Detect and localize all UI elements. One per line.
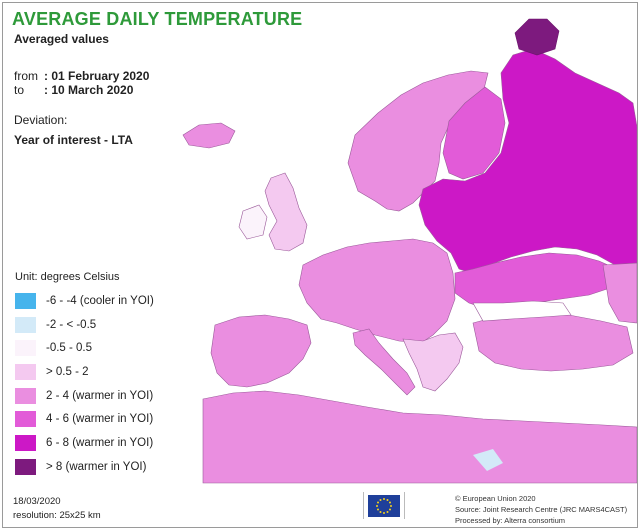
footer-source: Source: Joint Research Centre (JRC MARS4… (455, 505, 628, 514)
footer-copyright: © European Union 2020 (455, 494, 536, 503)
black-sea (472, 300, 572, 322)
ireland-region (238, 204, 268, 240)
from-value: : 01 February 2020 (44, 69, 150, 83)
legend-label: -6 - -4 (cooler in YOI) (46, 294, 154, 307)
western-europe-region (298, 238, 456, 344)
legend-item: 4 - 6 (warmer in YOI) (9, 407, 184, 431)
legend-label: 6 - 8 (warmer in YOI) (46, 436, 154, 449)
finland-region (442, 86, 506, 180)
footer-processed: Processed by: Alterra consortium (455, 516, 566, 525)
map-subtitle: Averaged values (14, 32, 109, 46)
legend-swatch (15, 458, 36, 475)
to-label: to (14, 83, 25, 97)
north-africa-region (202, 390, 637, 484)
legend-swatch (15, 434, 36, 451)
legend-swatch (15, 387, 36, 404)
period-from: from : 01 February 2020 (14, 69, 149, 83)
balkans-region (402, 332, 464, 392)
iceland-region (182, 122, 236, 149)
legend-item: > 8 (warmer in YOI) (9, 455, 184, 479)
footer-meta: 18/03/2020 resolution: 25x25 km (13, 495, 101, 523)
legend-label: 4 - 6 (warmer in YOI) (46, 413, 154, 426)
footer-resolution: resolution: 25x25 km (13, 510, 101, 521)
footer-date: 18/03/2020 (13, 496, 61, 507)
iberia-region (210, 314, 312, 388)
great-britain-region (264, 172, 308, 252)
legend-label: > 0.5 - 2 (46, 365, 89, 378)
legend-label: > 8 (warmer in YOI) (46, 460, 147, 473)
legend-item: 2 - 4 (warmer in YOI) (9, 384, 184, 408)
to-value: : 10 March 2020 (44, 83, 134, 97)
legend-item: 6 - 8 (warmer in YOI) (9, 431, 184, 455)
deviation-value: Year of interest - LTA (14, 133, 133, 147)
temperature-deviation-map (182, 18, 637, 484)
period-to: to : 10 March 2020 (14, 83, 133, 97)
legend-item: -6 - -4 (cooler in YOI) (9, 289, 184, 313)
legend-swatch (15, 292, 36, 309)
cool-patch (473, 449, 503, 471)
legend-item: -2 - < -0.5 (9, 313, 184, 337)
legend-label: -2 - < -0.5 (46, 318, 97, 331)
eastern-europe-russia-region (418, 48, 637, 274)
legend-swatch (15, 316, 36, 333)
turkey-region (472, 312, 634, 372)
eu-flag-logo (363, 492, 405, 519)
legend-swatch (15, 340, 36, 357)
northeast-russia-peak-region (514, 18, 560, 56)
deviation-label: Deviation: (14, 113, 68, 127)
from-label: from (14, 69, 38, 83)
italy-region (352, 328, 416, 396)
legend: Unit: degrees Celsius -6 - -4 (cooler in… (9, 271, 184, 479)
legend-swatch (15, 363, 36, 380)
legend-label: -0.5 - 0.5 (46, 342, 93, 355)
legend-item: > 0.5 - 2 (9, 360, 184, 384)
legend-item: -0.5 - 0.5 (9, 336, 184, 360)
eu-flag-icon (368, 494, 400, 517)
legend-swatch (15, 411, 36, 428)
legend-unit: Unit: degrees Celsius (15, 271, 120, 283)
legend-label: 2 - 4 (warmer in YOI) (46, 389, 154, 402)
map-title: AVERAGE DAILY TEMPERATURE (12, 9, 303, 29)
caucasus-region (602, 262, 637, 324)
footer-credits: © European Union 2020 Source: Joint Rese… (455, 493, 627, 526)
